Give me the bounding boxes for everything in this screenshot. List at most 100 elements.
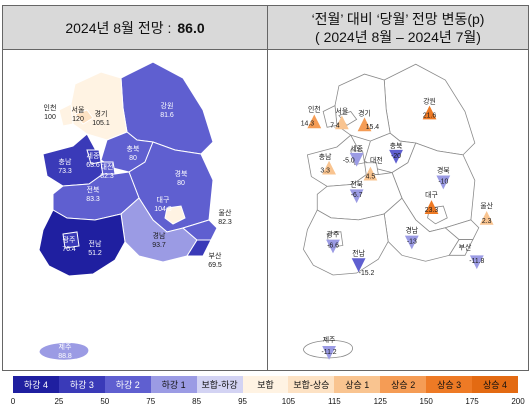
change-gyeongbuk-value: -10 <box>438 178 448 185</box>
legend-tick-label: 95 <box>238 397 247 406</box>
change-seoul-value: 7.4 <box>330 122 340 129</box>
change-gyeonggi-name: 경기 <box>358 108 371 117</box>
change-chungbuk-name: 충북 <box>390 141 403 150</box>
label-jeju-value: 88.8 <box>58 353 72 360</box>
down-arrow-icon <box>322 345 336 360</box>
label-chungnam-name: 충남 <box>59 157 72 166</box>
label-gyeongbuk-value: 80 <box>177 180 185 187</box>
label-seoul-value: 120 <box>72 116 84 123</box>
change-chungbuk-value: -20 <box>391 153 401 160</box>
legend-tick-label: 85 <box>192 397 202 406</box>
change-chungnam-value: 3.3 <box>320 168 330 175</box>
down-arrow-icon <box>469 255 484 270</box>
outline-busan <box>448 239 474 256</box>
label-incheon-name: 인천 <box>44 103 57 112</box>
change-jeonbuk-name: 전북 <box>350 179 363 188</box>
label-gyeongnam-name: 경남 <box>153 231 166 240</box>
change-gwangju-name: 광주 <box>327 231 340 239</box>
label-gangwon-value: 81.6 <box>160 112 174 119</box>
change-daejeon-value: 4.5 <box>366 173 376 180</box>
change-gyeongnam-name: 경남 <box>405 226 418 235</box>
up-arrow-icon <box>357 117 372 132</box>
change-gangwon-name: 강원 <box>423 97 436 106</box>
change-jeju-name: 제주 <box>323 336 336 344</box>
change-title-line1: ‘전월’ 대비 ‘당월’ 전망 변동(p) <box>311 10 485 27</box>
change-jeonbuk-value: -6.7 <box>351 192 363 199</box>
current-outlook-title: 2024년 8월 전망 : <box>65 19 172 36</box>
legend-swatch: 상승 3 <box>426 376 473 393</box>
change-chungnam-name: 충남 <box>319 152 332 161</box>
legend-tick-label: 75 <box>146 397 156 406</box>
outlook-choropleth-map: 인천 100 서울 120 경기 105.1 강원 81.6 충북 80 충남 … <box>38 61 232 361</box>
change-daejeon-name: 대전 <box>370 156 383 165</box>
legend-tick-label: 115 <box>327 397 341 406</box>
change-header: ‘전월’ 대비 ‘당월’ 전망 변동(p) ( 2024년 8월 – 2024년… <box>268 6 528 50</box>
outline-jeonnam <box>303 209 389 276</box>
legend-swatch: 상승 4 <box>472 376 518 393</box>
change-daegu-name: 대구 <box>425 191 438 199</box>
legend-tick-label: 105 <box>281 397 296 406</box>
label-busan-value: 69.5 <box>208 262 222 269</box>
legend-tick-label: 175 <box>465 397 479 406</box>
up-arrow-icon <box>334 115 349 130</box>
change-outline-map: 인천 14.3 서울 7.4 경기 15.4 강원 21.6 충북 -20 충남… <box>301 63 494 360</box>
label-sejong-value: 63.6 <box>86 162 100 169</box>
legend-swatch: 하강 2 <box>104 376 151 393</box>
legend-swatch: 보합-하강 <box>196 376 243 393</box>
color-legend: 하강 4 하강 3 하강 2 하강 1 보합-하강 보합 보합-상승 상승 1 상승 2 상승 3… <box>13 376 518 393</box>
up-arrow-icon <box>363 166 378 181</box>
region-jeju <box>38 341 90 361</box>
label-gangwon-name: 강원 <box>161 101 174 110</box>
label-daegu-name: 대구 <box>157 196 170 204</box>
down-arrow-icon <box>349 189 364 204</box>
change-jeju-value: -11.2 <box>321 349 336 356</box>
change-gyeongbuk-name: 경북 <box>437 166 450 175</box>
change-busan-name: 부산 <box>459 242 472 251</box>
change-gwangju-value: -6.6 <box>327 242 339 249</box>
label-gyeonggi-name: 경기 <box>95 109 108 118</box>
label-chungbuk-name: 충북 <box>127 144 140 153</box>
down-arrow-icon <box>389 149 403 164</box>
current-outlook-header: 2024년 8월 전망 : 86.0 <box>3 6 267 50</box>
down-arrow-icon <box>326 239 340 254</box>
change-gyeongnam-value: -13 <box>407 239 417 246</box>
legend-ticks: 0 25 50 75 85 95 105 115 125 150 175 200 <box>10 397 525 411</box>
label-chungbuk-value: 80 <box>129 155 137 162</box>
label-gyeongnam-value: 93.7 <box>152 242 166 249</box>
change-ulsan-name: 울산 <box>480 201 493 210</box>
region-jeonnam <box>38 209 126 277</box>
label-jeonbuk-value: 83.3 <box>86 196 100 203</box>
change-seoul-name: 서울 <box>336 106 349 115</box>
change-sejong-value: -5.0 <box>343 158 355 165</box>
change-title-line2: ( 2024년 8월 – 2024년 7월) <box>315 28 481 45</box>
legend-tick-label: 50 <box>100 397 110 406</box>
region-busan <box>186 239 212 257</box>
outline-incheon <box>322 105 338 128</box>
label-gyeongbuk-name: 경북 <box>175 169 188 178</box>
label-jeonnam-name: 전남 <box>89 239 102 248</box>
legend-swatch: 하강 1 <box>150 376 197 393</box>
legend-swatch: 보합 <box>242 376 289 393</box>
legend-swatch: 하강 3 <box>58 376 105 393</box>
label-jeju-name: 제주 <box>59 343 72 351</box>
up-arrow-icon <box>422 105 437 120</box>
legend-tick-label: 150 <box>419 397 433 406</box>
region-daegu <box>164 205 186 225</box>
up-arrow-icon <box>322 160 336 175</box>
change-incheon-name: 인천 <box>308 105 321 114</box>
down-arrow-icon <box>436 175 451 190</box>
change-ulsan-value: 2.3 <box>482 218 492 225</box>
label-gyeonggi-value: 105.1 <box>92 120 110 127</box>
label-ulsan-name: 울산 <box>219 208 232 217</box>
legend-tick-label: 25 <box>54 397 64 406</box>
down-arrow-icon <box>349 152 364 167</box>
label-gwangju-value: 76.4 <box>62 246 76 253</box>
legend-tick-label: 0 <box>10 397 16 406</box>
change-sejong-name: 세종 <box>350 144 363 153</box>
label-daegu-value: 104.3 <box>154 206 172 213</box>
legend-tick-label: 200 <box>511 397 525 406</box>
change-gyeonggi-value: 15.4 <box>366 124 380 131</box>
up-arrow-icon <box>424 200 439 214</box>
change-daegu-value: 23.3 <box>425 207 439 214</box>
legend-swatch: 상승 1 <box>334 376 381 393</box>
